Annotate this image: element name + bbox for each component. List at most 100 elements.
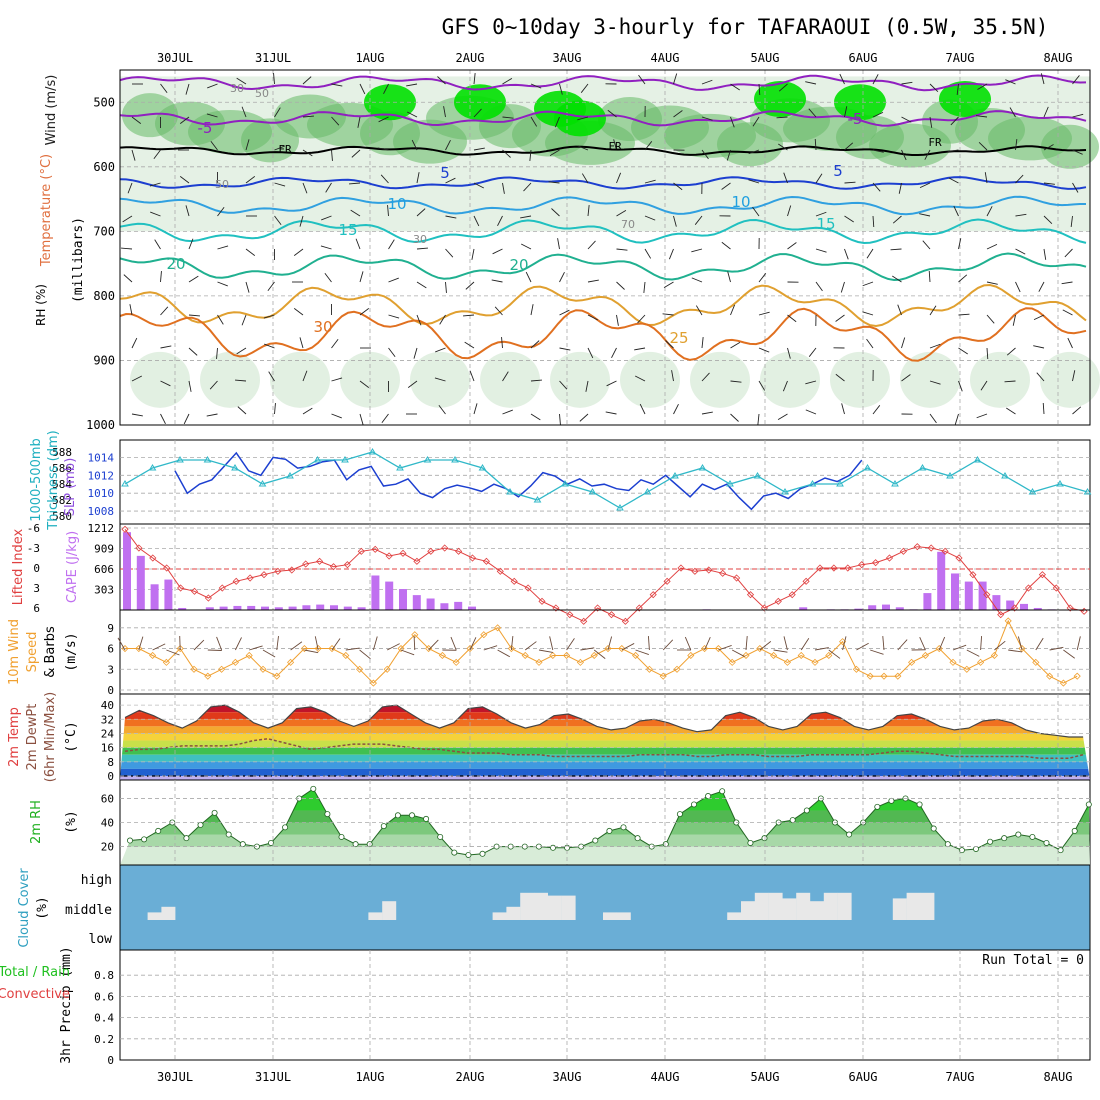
wind-barb — [782, 380, 788, 392]
cloud-block — [782, 898, 797, 920]
wind-barb — [986, 281, 998, 285]
lifted-marker — [288, 566, 296, 574]
wind-barb — [445, 139, 451, 151]
rh-marker — [719, 788, 726, 795]
wind-barb — [805, 409, 817, 415]
cloud-block — [823, 892, 838, 920]
wind-speed-marker — [1004, 617, 1012, 625]
wind-barb — [958, 274, 968, 283]
wind-barb — [530, 379, 542, 382]
rh-marker — [1001, 835, 1008, 842]
cape-bar — [247, 605, 256, 610]
wind-barb — [701, 79, 713, 85]
lifted-tick-label: 6 — [33, 602, 40, 615]
wind-barb — [302, 76, 312, 85]
wind-barb — [359, 413, 364, 425]
wind-barb — [299, 215, 304, 227]
isotherm-label: 25 — [669, 329, 688, 347]
wind-barb — [872, 74, 879, 85]
wind-speed-marker — [190, 665, 198, 673]
wind-barb — [840, 281, 845, 293]
wind-barb — [606, 380, 617, 387]
lifted-marker — [719, 569, 727, 577]
wind-barb — [559, 309, 570, 316]
wind-barb — [321, 215, 332, 221]
wind-barb — [1072, 75, 1080, 85]
wind-barb — [463, 314, 475, 317]
wind-barb — [694, 215, 703, 225]
cape-bar — [288, 606, 297, 610]
wind-speed-marker — [287, 658, 295, 666]
wind-barb — [530, 116, 538, 127]
wind-barb — [695, 305, 703, 316]
lifted-index-line — [124, 529, 1085, 622]
bottom-date-label: 30JUL — [157, 1070, 193, 1084]
lifted-marker — [455, 547, 463, 555]
wind-barb — [953, 205, 959, 217]
wind-barb — [1006, 407, 1016, 415]
freezing-level-label: FR — [608, 140, 622, 153]
wind-speed-marker — [300, 644, 308, 653]
wind-barb — [976, 413, 988, 419]
wind-speed-marker — [604, 644, 612, 653]
thickness-marker — [588, 488, 597, 495]
pressure-tick-label: 1000 — [86, 418, 115, 432]
wind-barb — [206, 113, 218, 118]
wind-barb-10m — [1008, 649, 1023, 653]
wind-barb — [752, 116, 760, 127]
wind-barb — [416, 314, 422, 326]
wind-barb — [844, 215, 854, 223]
lifted-marker — [955, 554, 963, 562]
rh-marker — [1071, 827, 1078, 834]
wind-speed-marker — [480, 631, 488, 639]
lifted-marker — [899, 547, 907, 555]
cloud-block — [506, 906, 521, 920]
wind-speed-marker — [963, 665, 971, 673]
rh-marker — [789, 817, 796, 824]
wind-barb — [235, 379, 247, 382]
cape-bar — [136, 555, 145, 610]
thickness-marker — [121, 480, 129, 487]
wind-barb-10m — [428, 639, 439, 651]
rh-marker — [620, 824, 627, 831]
wind-barb — [980, 380, 988, 391]
wind-speed-marker — [659, 672, 667, 680]
wind-barb — [1072, 406, 1082, 415]
rh-marker — [310, 785, 317, 792]
wind-speed-marker — [770, 651, 778, 660]
top-date-label: 4AUG — [651, 51, 680, 65]
wind-barb — [217, 314, 224, 325]
precip-tick-label: 0.2 — [94, 1033, 114, 1046]
thickness-marker — [643, 488, 652, 495]
thickness-marker — [368, 448, 377, 455]
wind-barb — [1015, 174, 1024, 184]
wind-barb — [814, 138, 817, 151]
rh-marker — [352, 841, 359, 848]
wind-barb — [844, 248, 849, 260]
wind-barb — [407, 380, 418, 388]
wind-barb-10m — [566, 638, 575, 651]
wind-barb — [274, 145, 285, 151]
wind-barb — [302, 407, 313, 415]
wind-barb — [530, 340, 540, 349]
isotherm-label: 20 — [166, 255, 185, 273]
isotherm-label: 15 — [338, 221, 357, 239]
wind-barb — [445, 248, 454, 258]
wind-barb — [872, 405, 881, 415]
wind-barb — [217, 245, 229, 250]
wind-barb-10m — [621, 643, 635, 651]
wind-barb — [473, 108, 482, 118]
wind-barb — [577, 145, 589, 151]
wind-barb — [815, 211, 827, 217]
thickness-marker — [726, 480, 734, 487]
cape-bar — [868, 605, 877, 610]
rh-bands — [120, 788, 1090, 847]
wind-barb-10m — [1076, 636, 1081, 651]
wind-barb-10m — [952, 644, 967, 651]
rh-marker — [1057, 847, 1064, 854]
wind-barb-10m — [662, 639, 674, 651]
wind-barb — [835, 314, 845, 322]
wind-barb-10m — [938, 636, 946, 651]
wind-barb — [585, 380, 589, 392]
wind-barb — [872, 215, 875, 228]
